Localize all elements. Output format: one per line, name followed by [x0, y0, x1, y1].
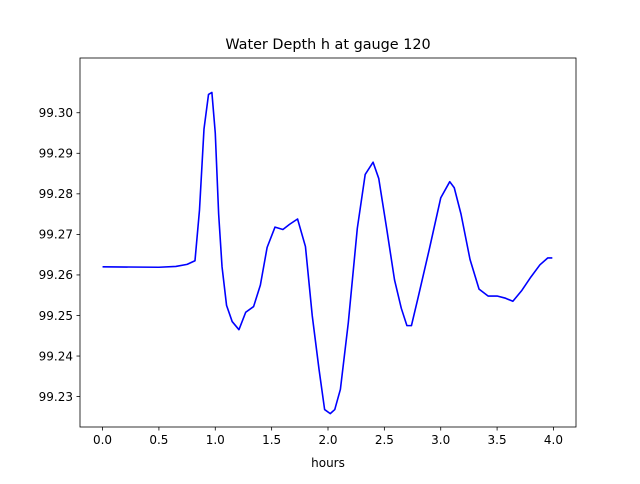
x-tick-label: 3.5	[488, 433, 507, 447]
x-tick-label: 1.5	[262, 433, 281, 447]
y-tick-label: 99.23	[39, 390, 73, 404]
y-tick-label: 99.24	[39, 349, 73, 363]
y-tick-label: 99.28	[39, 187, 73, 201]
series-line-0	[102, 91, 553, 415]
y-tick-label: 99.27	[39, 228, 73, 242]
x-tick-label: 0.5	[149, 433, 168, 447]
y-tick-label: 99.29	[39, 147, 73, 161]
y-tick-label: 99.25	[39, 309, 73, 323]
axes-frame	[79, 57, 577, 428]
y-tick-label: 99.26	[39, 268, 73, 282]
x-tick-label: 1.0	[206, 433, 225, 447]
x-tick-label: 2.0	[318, 433, 337, 447]
chart-title: Water Depth h at gauge 120	[225, 37, 430, 53]
x-tick-label: 2.5	[375, 433, 394, 447]
x-axis-label: hours	[311, 456, 345, 470]
x-tick-label: 4.0	[544, 433, 563, 447]
y-tick-label: 99.30	[39, 106, 73, 120]
x-tick-label: 0.0	[93, 433, 112, 447]
x-tick-label: 3.0	[431, 433, 450, 447]
plot-area: 0.0 0.5 1.0 1.5 2.0 2.5 3.0 3.5 4.0 99.23 99.24 99.…	[39, 57, 577, 447]
